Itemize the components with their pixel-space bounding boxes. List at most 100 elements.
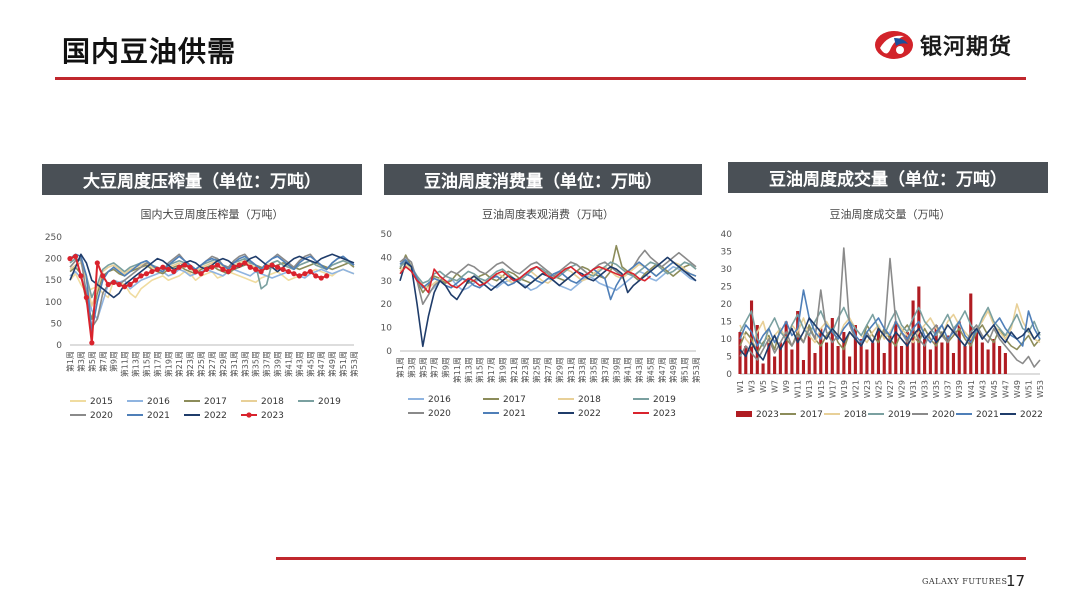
y-tick-label: 35 <box>721 248 732 258</box>
bar-2023 <box>1003 353 1007 374</box>
y-tick-label: 10 <box>381 324 393 334</box>
point-2023 <box>67 256 73 262</box>
bar-2023 <box>842 332 846 374</box>
x-tick-label: 第35周 <box>251 351 261 377</box>
point-2023 <box>198 271 204 277</box>
y-tick-label: 15 <box>721 318 732 328</box>
y-tick-label: 30 <box>721 265 733 275</box>
y-tick-label: 250 <box>45 233 62 243</box>
bar-2023 <box>980 342 984 374</box>
bar-2023 <box>882 353 886 374</box>
bar-2023 <box>957 321 961 374</box>
bar-2023 <box>830 318 834 374</box>
x-tick-label: 第19周 <box>497 357 507 383</box>
bar-2023 <box>773 356 777 374</box>
bar-2023 <box>778 342 782 374</box>
bar-2023 <box>888 335 892 374</box>
series-line-2020 <box>739 247 1041 368</box>
point-2023 <box>302 271 308 277</box>
x-tick-label: 第47周 <box>316 351 326 377</box>
x-tick-label: 第51周 <box>338 351 348 377</box>
point-2023 <box>307 268 313 275</box>
series-line-2016 <box>69 268 355 320</box>
x-tick-label: 第9周 <box>441 357 451 378</box>
x-tick-label: W35 <box>932 380 941 398</box>
y-tick-label: 20 <box>381 300 393 310</box>
legend-label-2021: 2021 <box>147 411 170 421</box>
point-2023 <box>94 260 100 266</box>
bar-2023 <box>871 342 875 374</box>
x-tick-label: 第37周 <box>262 351 272 377</box>
x-tick-label: 第19周 <box>163 351 173 377</box>
footer-divider <box>276 557 1026 560</box>
y-tick-label: 10 <box>721 335 733 345</box>
bar-2023 <box>767 339 771 374</box>
title-divider <box>55 77 1026 80</box>
x-tick-label: W19 <box>840 380 849 398</box>
x-tick-label: 第33周 <box>577 357 587 383</box>
point-2023 <box>165 266 171 272</box>
y-tick-label: 100 <box>45 298 62 308</box>
footer-brand: GALAXY FUTURES <box>922 577 1008 586</box>
legend-label-2016: 2016 <box>147 397 170 407</box>
galaxy-logo-icon <box>875 31 913 59</box>
point-2023 <box>269 262 275 268</box>
point-2023 <box>171 268 177 275</box>
x-tick-label: 第15周 <box>475 357 485 383</box>
bar-2023 <box>761 363 765 374</box>
point-2023 <box>143 271 150 277</box>
bar-2023 <box>859 339 863 374</box>
bar-2023 <box>917 286 921 374</box>
brand-name: 银河期货 <box>920 35 1013 60</box>
bar-2023 <box>749 300 754 374</box>
point-2023 <box>296 273 302 279</box>
point-2023 <box>313 273 319 279</box>
panel-header-volume: 豆油周度成交量（单位：万吨） <box>728 162 1048 193</box>
x-tick-label: 第45周 <box>305 351 315 377</box>
bar-2023 <box>951 353 956 374</box>
x-tick-label: W39 <box>955 380 964 398</box>
point-2023 <box>285 268 292 275</box>
bar-2023 <box>744 346 748 374</box>
point-2023 <box>193 268 199 275</box>
point-2023 <box>231 264 237 270</box>
x-tick-label: W15 <box>817 380 826 398</box>
bar-2023 <box>784 321 788 374</box>
point-2023 <box>324 273 330 279</box>
bar-2023 <box>836 346 840 374</box>
x-tick-label: W13 <box>805 380 814 398</box>
point-2023 <box>242 260 248 266</box>
panel-header-consumption: 豆油周度消费量（单位：万吨） <box>384 164 702 195</box>
legend-label-2018: 2018 <box>844 410 867 420</box>
legend-label-2023: 2023 <box>653 409 676 419</box>
bar-2023 <box>876 328 881 374</box>
point-2023 <box>258 268 264 275</box>
point-2023 <box>122 284 128 290</box>
series-line-2022 <box>739 317 1041 361</box>
y-tick-label: 0 <box>386 347 392 357</box>
x-tick-label: W7 <box>771 380 780 393</box>
x-tick-label: W21 <box>851 380 860 398</box>
panel-header-crush: 大豆周度压榨量（单位：万吨） <box>42 164 362 195</box>
x-tick-label: 第33周 <box>240 351 250 377</box>
point-2023 <box>138 273 144 279</box>
point-2023 <box>253 266 259 272</box>
x-tick-label: W33 <box>921 380 930 398</box>
x-tick-label: 第49周 <box>668 357 678 383</box>
series-line-2019 <box>399 261 697 284</box>
legend-label-2019: 2019 <box>888 410 911 420</box>
series-line-2021 <box>69 253 355 333</box>
x-tick-label: 第13周 <box>131 351 141 377</box>
x-tick-label: 第7周 <box>98 351 108 372</box>
x-tick-label: 第29周 <box>554 357 564 383</box>
point-2023 <box>127 281 133 288</box>
x-tick-label: 第35周 <box>589 357 599 383</box>
point-2023 <box>264 264 270 270</box>
series-line-2021 <box>399 258 697 301</box>
x-tick-label: W23 <box>863 380 872 398</box>
y-tick-label: 5 <box>726 353 732 363</box>
legend-label-2019: 2019 <box>653 395 676 405</box>
bar-2023 <box>998 346 1002 374</box>
x-tick-label: 第11周 <box>120 351 130 377</box>
bar-2023 <box>923 339 927 374</box>
